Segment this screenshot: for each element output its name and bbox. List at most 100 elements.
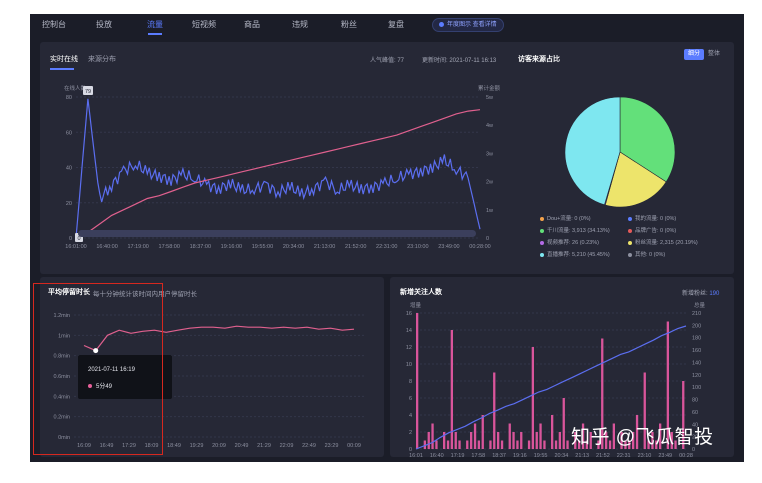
legend-item[interactable]: Dou+流量: 0 (0%) (540, 214, 591, 222)
info-dot-icon (439, 21, 444, 27)
nav-item-short-video[interactable]: 短视频 (192, 20, 216, 29)
increment-bar (597, 440, 600, 449)
new-followers-title: 新增关注人数 (400, 289, 442, 296)
x-tick: 16:40:00 (96, 244, 117, 250)
timeline-scrollbar[interactable] (78, 230, 476, 237)
increment-bar (666, 321, 669, 449)
x-tick: 23:49:00 (438, 244, 459, 250)
increment-bar (443, 432, 446, 449)
x-tick: 20:49 (235, 443, 249, 449)
increment-bar (416, 313, 419, 449)
x-tick: 21:29 (257, 443, 271, 449)
increment-bar (647, 440, 650, 449)
x-tick: 19:29 (190, 443, 204, 449)
legend-item[interactable]: 其他: 0 (0%) (628, 250, 665, 258)
nav-item-fans[interactable]: 粉丝 (341, 20, 357, 29)
y-tick: 0.8min (53, 354, 70, 360)
x-tick: 16:09 (77, 443, 91, 449)
nav-item-violations[interactable]: 违规 (292, 20, 308, 29)
increment-bar (454, 432, 457, 449)
y-tick: 0.2min (53, 415, 70, 421)
x-tick: 22:49 (302, 443, 316, 449)
x-tick: 17:29 (122, 443, 136, 449)
increment-bar (466, 440, 469, 449)
tab-source-distribution[interactable]: 来源分布 (88, 56, 116, 63)
increment-bar (635, 415, 639, 449)
y-left-tick: 2 (409, 430, 412, 436)
x-tick: 17:58 (471, 453, 485, 457)
y-left-tick: 20 (66, 201, 72, 207)
followers-right-axis-label: 总量 (694, 301, 706, 309)
x-tick: 23:10:00 (407, 244, 428, 250)
legend-item[interactable]: 视频推荐: 26 (0.23%) (540, 238, 599, 246)
increment-bar (578, 440, 581, 449)
increment-bar (497, 432, 500, 449)
increment-bar (508, 423, 511, 449)
y-right-tick: 2w (486, 180, 493, 186)
nav-item-traffic[interactable]: 流量 (147, 20, 163, 29)
app-frame: 控制台 投放 流量 短视频 商品 违规 粉丝 复盘 年度图示 查看详情 实时在线… (30, 14, 744, 462)
nav-active-indicator (148, 33, 162, 35)
x-tick: 16:01:00 (65, 244, 86, 250)
legend-item[interactable]: 千川流量: 3,913 (34.13%) (540, 226, 610, 234)
legend-swatch-icon (628, 228, 632, 233)
x-tick: 22:31 (617, 453, 631, 457)
legend-item[interactable]: 品牌广告: 0 (0%) (628, 226, 676, 234)
pie-slice (564, 96, 621, 206)
toggle-overall[interactable]: 整体 (708, 51, 721, 57)
increment-bar (581, 423, 585, 449)
visitor-source-title: 访客来源占比 (518, 56, 560, 63)
increment-bar (551, 415, 554, 449)
toggle-detail[interactable]: 细分 (684, 49, 705, 60)
legend-item[interactable]: 我的流量: 0 (0%) (628, 214, 676, 222)
tooltip-time: 2021-07-11 16:19 (88, 367, 135, 373)
increment-bar (589, 432, 592, 449)
x-tick: 17:58:00 (159, 244, 180, 250)
x-tick: 16:01 (409, 453, 423, 457)
increment-bar (527, 440, 531, 449)
increment-bar (516, 440, 519, 449)
y-right-tick: 160 (692, 348, 701, 354)
y-tick: 0.6min (53, 374, 70, 380)
tab-active-indicator (50, 68, 74, 70)
x-tick: 21:52:00 (345, 244, 366, 250)
increment-bar (612, 423, 615, 449)
new-followers-panel: 新增关注人数 新增粉丝: 190 增量 总量 0 2 4 6 8 10 12 14 16 0 20… (390, 277, 734, 457)
increment-bar (481, 415, 484, 449)
y-right-tick: 40 (692, 422, 698, 428)
stay-duration-line (83, 325, 355, 352)
realtime-panel: 实时在线 来源分布 人气峰值: 77 更新时间: 2021-07-11 16:1… (40, 42, 734, 274)
y-right-tick: 210 (692, 311, 701, 317)
peak-marker-label: 79 (85, 89, 91, 95)
x-tick: 19:55:00 (252, 244, 273, 250)
total-followers-line (415, 325, 687, 450)
y-right-tick: 120 (692, 373, 701, 379)
y-tick: 1.2min (53, 313, 70, 319)
legend-item[interactable]: 直播推荐: 5,210 (45.45%) (540, 250, 610, 258)
legend-swatch-icon (540, 216, 544, 221)
tab-realtime[interactable]: 实时在线 (50, 56, 78, 63)
increment-bar (477, 440, 480, 449)
nav-item-console[interactable]: 控制台 (42, 20, 66, 29)
x-tick: 18:09 (145, 443, 159, 449)
x-tick: 20:34:00 (283, 244, 304, 250)
y-left-tick: 16 (406, 311, 412, 317)
online-users-line (75, 98, 481, 239)
legend-item[interactable]: 粉丝流量: 2,315 (20.19%) (628, 238, 698, 246)
y-right-tick: 100 (692, 385, 701, 391)
nav-item-ads[interactable]: 投放 (96, 20, 112, 29)
nav-item-review[interactable]: 复盘 (388, 20, 404, 29)
increment-bar (535, 432, 538, 449)
followers-left-axis-label: 增量 (410, 301, 422, 309)
y-right-tick: 200 (692, 323, 701, 329)
y-left-tick: 40 (66, 166, 72, 172)
increment-bar (450, 330, 453, 449)
right-axis-label: 累计金额 (478, 84, 501, 92)
y-left-tick: 6 (409, 396, 412, 402)
increment-bar (566, 440, 569, 449)
y-left-tick: 60 (66, 130, 72, 136)
nav-info-pill[interactable]: 年度图示 查看详情 (432, 18, 504, 32)
nav-item-products[interactable]: 商品 (244, 20, 260, 29)
x-tick: 20:34 (555, 453, 569, 457)
update-time: 更新时间: 2021-07-11 16:13 (422, 58, 497, 64)
